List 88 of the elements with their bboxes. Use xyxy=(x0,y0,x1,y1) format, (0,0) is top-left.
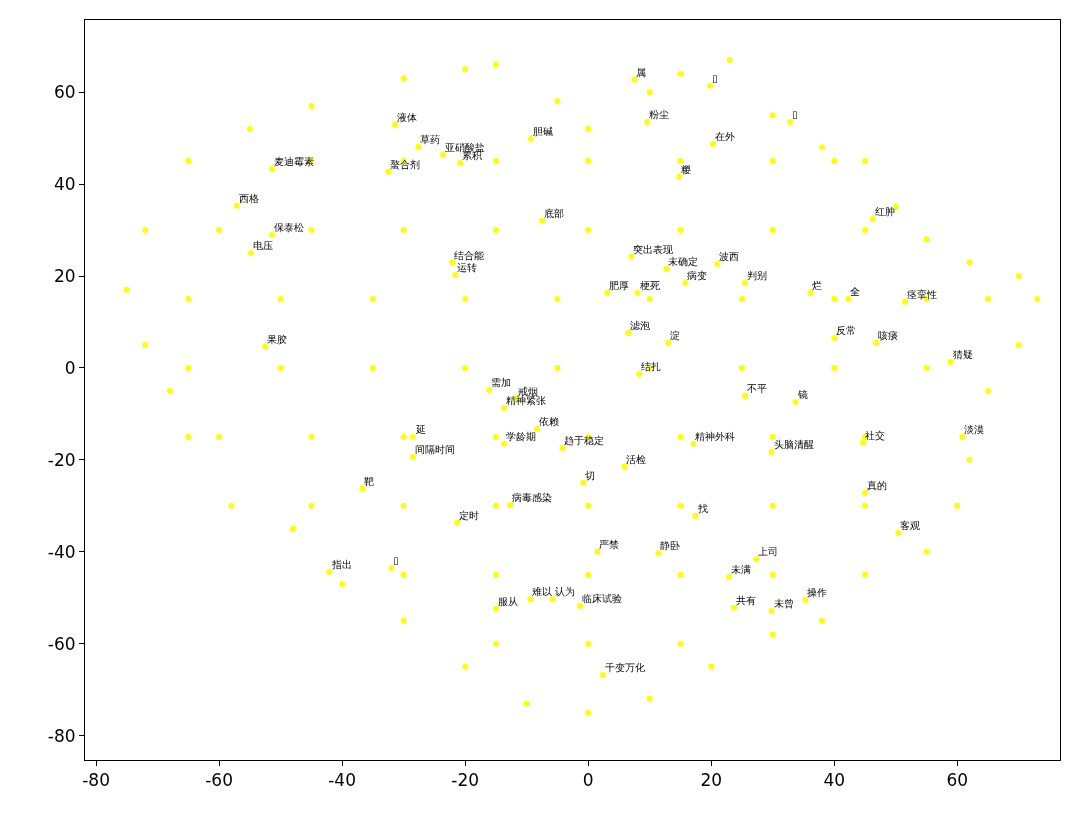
y-tick-label: 20 xyxy=(53,265,76,286)
annotation: 痉挛性 xyxy=(907,289,937,300)
annotation: 间隔时间 xyxy=(415,444,455,455)
annotation: 认为 xyxy=(555,586,575,597)
annotation: 活检 xyxy=(626,454,646,465)
annotation: 判别 xyxy=(747,270,767,281)
annotation: 临床试验 xyxy=(582,593,622,604)
annotation: 反常 xyxy=(836,325,856,336)
annotation: 胆碱 xyxy=(533,126,553,137)
annotation: ▯ xyxy=(393,555,399,566)
annotation: 咳痰 xyxy=(878,330,898,341)
annotation: 糉 xyxy=(681,164,691,175)
annotation: 结合能 xyxy=(454,250,484,261)
y-tick-label: -20 xyxy=(47,449,76,470)
annotation: 果胶 xyxy=(267,334,287,345)
x-tick-label: -40 xyxy=(328,770,357,791)
annotation: 客观 xyxy=(900,520,920,531)
annotation: 严禁 xyxy=(599,539,619,550)
x-tick-label: 20 xyxy=(700,770,723,791)
annotation: 上司 xyxy=(758,546,778,557)
annotation: 病变 xyxy=(687,270,707,281)
annotation: 运转 xyxy=(457,262,477,273)
annotation: 镜 xyxy=(797,389,808,400)
annotation: 螯合剂 xyxy=(390,159,420,170)
annotation: 粉尘 xyxy=(649,109,669,120)
annotation: 精神外科 xyxy=(695,431,735,442)
annotation: 找 xyxy=(697,503,708,514)
annotation: 真的 xyxy=(867,480,887,491)
y-tick-label: 0 xyxy=(64,357,76,378)
annotation: 靶 xyxy=(364,476,374,487)
annotation: 液体 xyxy=(397,112,417,123)
annotation: 依赖 xyxy=(539,416,559,427)
annotation: 不平 xyxy=(747,383,767,394)
annotation: 淡漠 xyxy=(964,424,984,435)
annotation: 西格 xyxy=(239,193,259,204)
annotation: 猜疑 xyxy=(953,349,973,360)
annotation: 精神紧张 xyxy=(506,395,546,406)
annotation: 保泰松 xyxy=(274,222,304,233)
annotation: 红肿 xyxy=(875,206,895,217)
annotation: 静卧 xyxy=(660,540,680,551)
annotation: 延 xyxy=(415,424,426,435)
annotation: 服从 xyxy=(498,596,518,607)
annotation: 全 xyxy=(850,286,860,297)
annotation: 需加 xyxy=(491,377,511,388)
annotation: 突出表现 xyxy=(633,244,673,255)
annotation: 结扎 xyxy=(641,361,661,372)
x-tick-label: 60 xyxy=(946,770,969,791)
annotation: 趋于稳定 xyxy=(564,435,604,446)
annotation: 烂 xyxy=(812,280,822,291)
annotation: 病毒感染 xyxy=(512,492,552,503)
x-tick-label: -60 xyxy=(205,770,233,791)
annotation: 亚硝酸盐 xyxy=(445,142,485,153)
y-tick-label: 40 xyxy=(53,174,76,195)
x-tick-label: 0 xyxy=(582,770,594,791)
annotation: 累积 xyxy=(462,150,482,161)
y-tick-label: -80 xyxy=(47,725,76,746)
annotation: 底部 xyxy=(544,208,564,219)
y-tick-label: -40 xyxy=(47,541,76,562)
annotation: 波西 xyxy=(719,251,739,262)
x-tick-label: -80 xyxy=(82,770,110,791)
annotation: 未确定 xyxy=(668,256,698,267)
annotation: 操作 xyxy=(807,587,827,598)
annotation: 电压 xyxy=(253,240,273,251)
annotation: 难以 xyxy=(532,586,552,597)
annotation: ▯ xyxy=(792,109,798,120)
annotation: 淀 xyxy=(670,330,680,341)
annotation: 共有 xyxy=(736,595,756,606)
y-tick-label: 60 xyxy=(53,82,76,103)
x-tick-label: -20 xyxy=(451,770,480,791)
x-tick-label: 40 xyxy=(823,770,846,791)
annotation: 肥厚 xyxy=(609,280,629,291)
annotation: 学龄期 xyxy=(506,431,536,442)
annotation: 指出 xyxy=(331,559,352,570)
annotation: 切 xyxy=(585,470,595,481)
annotation: 梗死 xyxy=(639,280,660,291)
annotation: 草药 xyxy=(420,134,440,145)
annotation: 头脑清醒 xyxy=(774,439,814,450)
annotation: 滤泡 xyxy=(630,320,650,331)
annotation: 未曾 xyxy=(774,598,794,609)
annotation: 戒烟 xyxy=(518,386,538,397)
annotation: 千变万化 xyxy=(605,662,645,673)
annotation: ▯ xyxy=(712,73,718,84)
annotation: 定时 xyxy=(459,510,479,521)
annotation: 社交 xyxy=(865,430,885,441)
annotation: 属 xyxy=(636,67,646,78)
annotation: 未满 xyxy=(731,564,751,575)
y-tick-label: -60 xyxy=(47,633,76,654)
annotation: 在外 xyxy=(715,131,735,142)
